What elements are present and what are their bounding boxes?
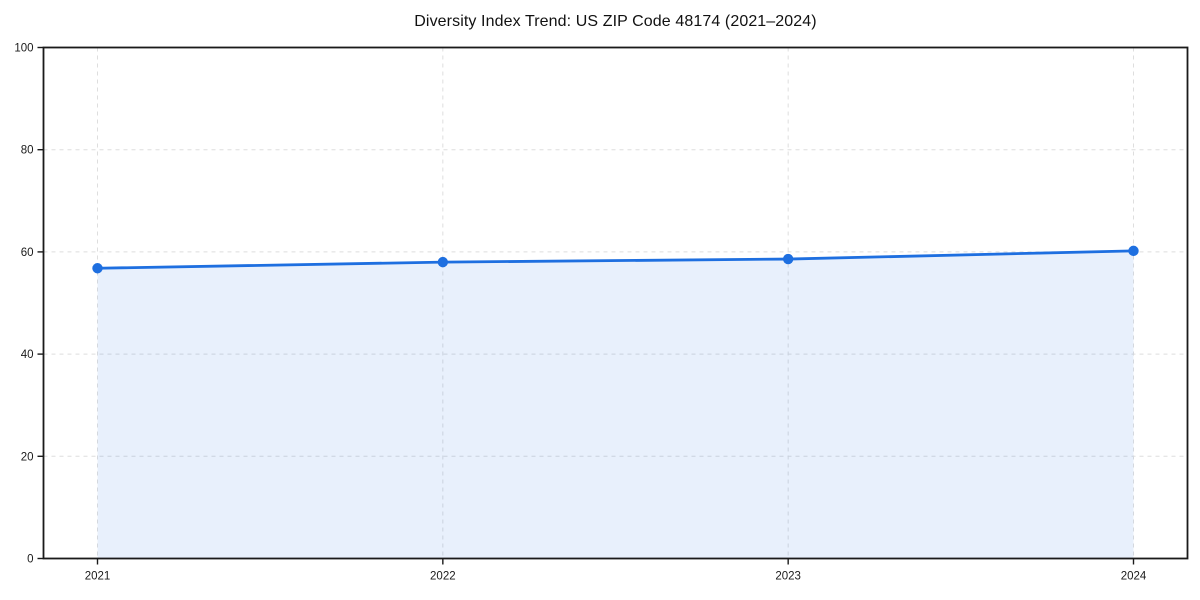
- data-point: [1128, 245, 1139, 257]
- marker-group: [92, 245, 1139, 274]
- data-point: [92, 263, 103, 274]
- line-group: [96, 249, 1135, 270]
- x-tick-label: 2024: [1121, 571, 1147, 583]
- area-fill: [97, 250, 1134, 559]
- y-tick-label: 60: [21, 247, 34, 259]
- y-tick-label: 100: [14, 43, 33, 55]
- y-tick-label: 40: [21, 349, 34, 361]
- y-tick-label: 80: [21, 145, 34, 157]
- chart-title: Diversity Index Trend: US ZIP Code 48174…: [414, 13, 817, 30]
- x-tick-label: 2022: [430, 571, 456, 583]
- plot-frame: [42, 46, 1189, 560]
- data-point: [782, 253, 794, 265]
- x-tick-label: 2023: [775, 571, 801, 583]
- frame-group: [42, 46, 1189, 560]
- label-group: 0 20 40 60 80 100 2021 2022 2023 2024: [14, 43, 1147, 583]
- trend-line: [96, 249, 1135, 270]
- y-tick-label: 20: [21, 451, 34, 463]
- y-tick-label: 0: [27, 554, 33, 566]
- data-point: [437, 256, 449, 268]
- x-tick-label: 2021: [85, 571, 111, 583]
- area-group: [97, 250, 1134, 559]
- gridlines-group: [43, 47, 1188, 559]
- tick-group: [37, 46, 1135, 565]
